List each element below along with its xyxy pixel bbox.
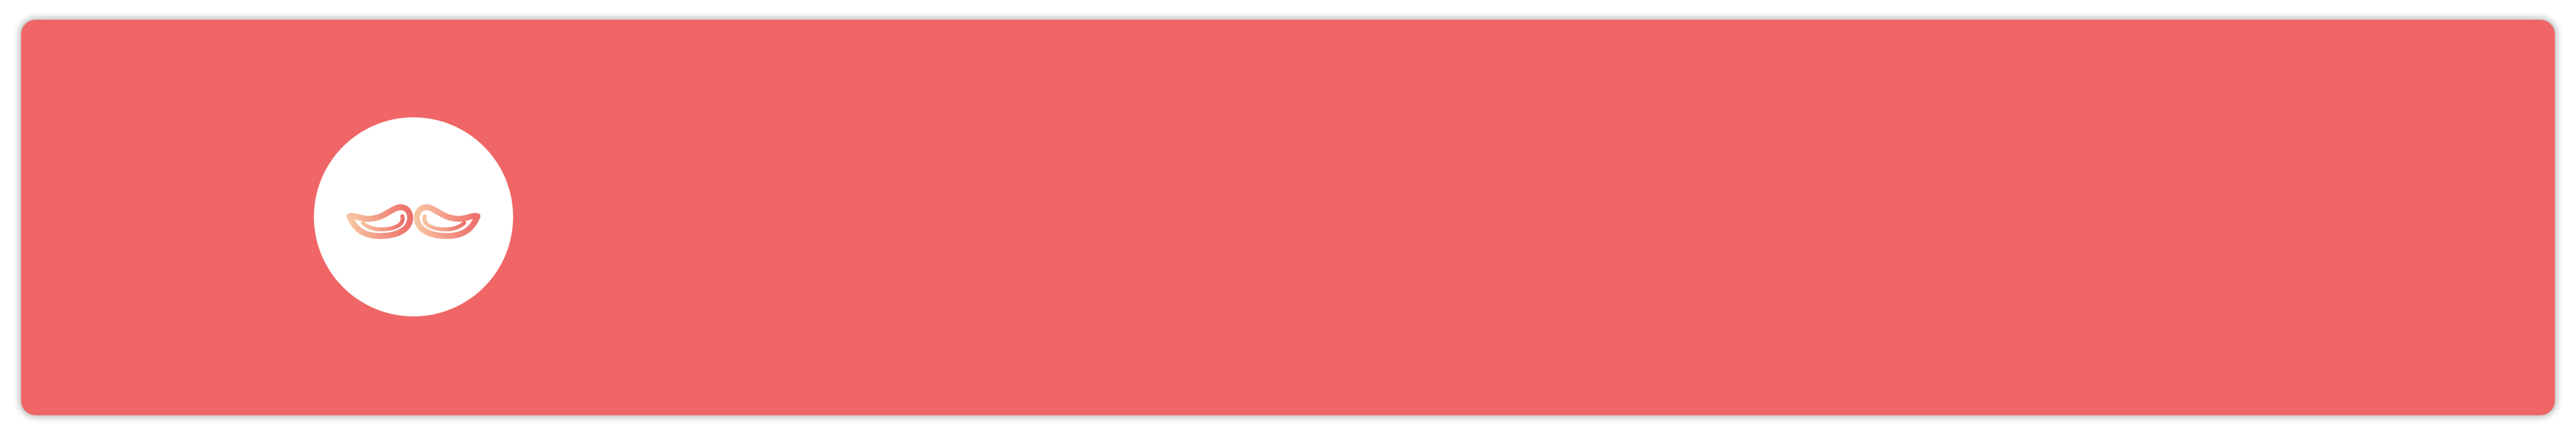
mustache-icon [346, 204, 481, 239]
profile-banner [21, 20, 2555, 415]
avatar[interactable] [314, 117, 513, 316]
